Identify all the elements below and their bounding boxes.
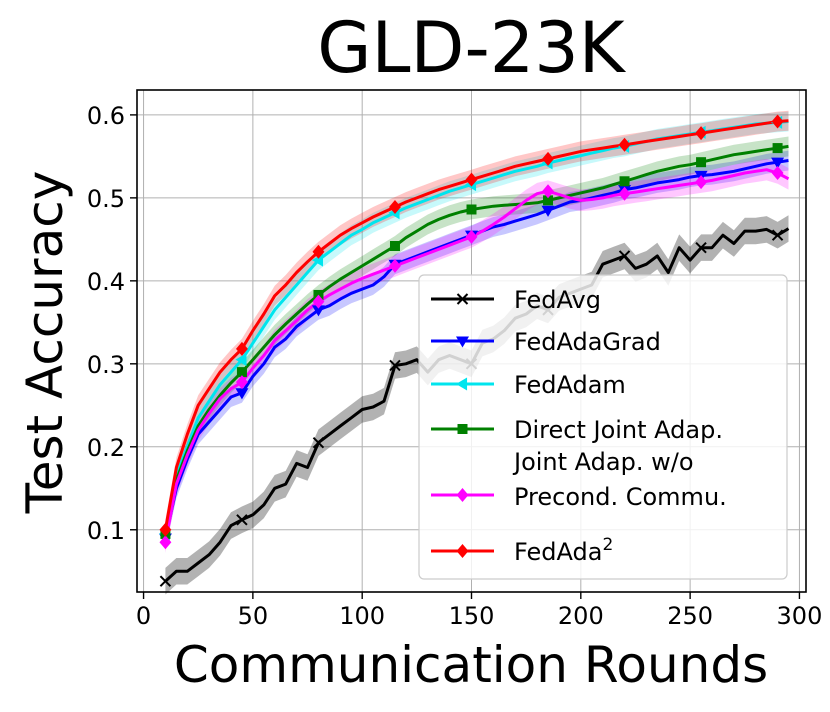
x-tick-label: 200 <box>558 602 604 630</box>
x-axis-title: Communication Rounds <box>174 636 768 694</box>
data-point <box>235 388 249 400</box>
data-point <box>542 151 554 166</box>
legend-entry: Direct Joint Adap. <box>431 416 723 444</box>
data-point <box>695 126 708 141</box>
data-point <box>159 535 172 550</box>
y-tick-label: 0.2 <box>87 434 125 462</box>
data-point <box>543 195 554 206</box>
data-point <box>695 175 708 190</box>
legend-entry: FedAdam <box>431 371 626 399</box>
data-point <box>159 575 172 587</box>
series-band <box>165 150 789 548</box>
legend-entry: Joint Adap. w/o Precond. Commu. <box>431 448 727 511</box>
x-tick-label: 300 <box>777 602 823 630</box>
data-point <box>236 514 248 526</box>
data-point <box>771 165 784 180</box>
data-point <box>541 205 555 217</box>
data-point <box>618 250 631 262</box>
data-point <box>235 341 248 356</box>
data-point <box>465 172 478 187</box>
data-point <box>389 258 401 273</box>
data-point <box>312 244 325 259</box>
data-point <box>771 229 784 241</box>
legend-entry: FedAvg <box>431 286 601 314</box>
y-tick-label: 0.3 <box>87 351 125 379</box>
data-point <box>312 294 325 309</box>
data-point <box>619 176 630 187</box>
data-point <box>389 359 401 372</box>
data-point <box>311 253 324 267</box>
legend-label: FedAdaGrad <box>514 328 661 356</box>
data-point <box>311 305 325 317</box>
series-markers <box>158 114 785 587</box>
y-tick-label: 0.1 <box>87 517 125 545</box>
legend-entry: FedAdaGrad <box>431 328 661 356</box>
x-tick-label: 150 <box>449 602 495 630</box>
legend-label: FedAda2 <box>514 535 613 566</box>
legend-label: Joint Adap. w/o Precond. Commu. <box>512 448 727 511</box>
data-point <box>389 240 400 251</box>
series-line <box>163 144 789 535</box>
legend-swatch-marker <box>457 424 468 434</box>
legend-label: Direct Joint Adap. <box>514 416 723 444</box>
x-tick-label: 50 <box>238 602 269 630</box>
data-point <box>389 199 401 214</box>
series-line <box>163 168 790 543</box>
data-point <box>312 436 325 449</box>
x-tick-label: 100 <box>339 602 385 630</box>
y-tick-label: 0.4 <box>87 268 125 296</box>
confidence-bands <box>165 110 789 595</box>
data-point <box>771 114 784 129</box>
data-point <box>618 137 631 152</box>
legend-swatch-marker <box>456 488 469 502</box>
x-tick-label: 250 <box>667 602 713 630</box>
y-axis-title: Test Accuracy <box>16 171 74 515</box>
data-point <box>465 229 478 244</box>
legend-label: FedAdam <box>514 371 626 399</box>
y-tick-label: 0.5 <box>87 185 125 213</box>
data-point <box>159 522 172 537</box>
legend-swatch-marker <box>456 544 469 558</box>
data-point <box>696 157 707 168</box>
chart-title: GLD-23K <box>317 7 626 89</box>
legend-swatch-marker <box>456 377 468 391</box>
legend: FedAvg FedAdaGrad FedAdam Direct Joint Adap… <box>418 274 788 580</box>
legend-box <box>418 274 788 580</box>
data-point <box>771 157 785 169</box>
data-point <box>772 143 783 154</box>
data-point <box>235 353 247 367</box>
data-point <box>695 241 707 254</box>
y-tick-label: 0.6 <box>87 102 125 130</box>
legend-label: FedAvg <box>514 286 601 314</box>
series-band <box>165 136 789 544</box>
series-line <box>163 119 789 531</box>
data-point <box>466 204 477 215</box>
data-point <box>618 186 631 201</box>
legend-entry: FedAda2 <box>431 535 613 566</box>
x-tick-label: 0 <box>136 602 151 630</box>
axis-ticks: 0 50 100 150 200 250 300 0.1 0.2 0.3 0.4 0.5 0.6 <box>87 102 823 630</box>
data-point <box>235 375 248 390</box>
data-point <box>236 367 247 378</box>
legend-swatch-marker <box>456 336 469 348</box>
data-point <box>542 184 554 199</box>
legend-swatch-marker <box>456 293 469 305</box>
series-band <box>165 158 789 553</box>
